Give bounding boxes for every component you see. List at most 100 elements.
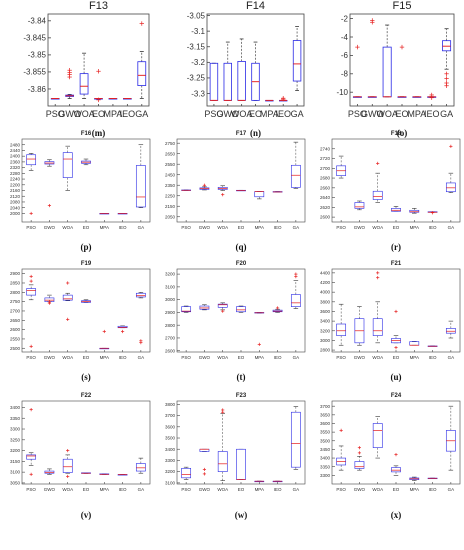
box-pso xyxy=(336,155,347,179)
y-tick-label: 2350 xyxy=(165,183,176,188)
y-tick-label: 3700 xyxy=(320,404,331,409)
iqr-box xyxy=(290,294,301,307)
chart-title: F13 xyxy=(89,0,108,12)
y-tick-label: -4 xyxy=(341,33,349,42)
box-gwo xyxy=(354,306,365,346)
outlier-marker xyxy=(357,446,362,450)
y-tick-label: 3000 xyxy=(165,297,176,302)
iqr-box xyxy=(372,190,383,200)
y-tick-label: -8 xyxy=(341,70,349,79)
box-ieo xyxy=(427,477,438,480)
x-tick-label: PSO xyxy=(336,487,346,492)
outlier-marker xyxy=(139,21,144,26)
box-ga xyxy=(445,144,456,194)
box-gwo xyxy=(354,446,365,471)
x-tick-label: EO xyxy=(393,355,400,360)
y-tick-label: 3400 xyxy=(320,319,331,324)
y-tick-label: 3800 xyxy=(165,402,176,407)
x-tick-label: IEO xyxy=(119,487,127,492)
outlier-marker xyxy=(29,279,33,283)
boxplot-svg: 2000204020802120216022002240228023202360… xyxy=(10,138,151,230)
x-tick-label: GA xyxy=(293,355,300,360)
chart-panel-f17: F17 2050 2150 2250 2350 2450 2550 2650 2750 PSO GW… xyxy=(155,130,309,238)
outlier-marker xyxy=(449,144,453,148)
plot-frame xyxy=(176,268,306,353)
x-tick-label: PSO xyxy=(336,355,346,360)
x-tick-label: MPA xyxy=(407,109,426,119)
y-tick-label: 3050 xyxy=(10,480,21,485)
chart-panel-f14: F14 -3.3 -3.25 -3.2 -3.15 -3.1 -3.05 PSO GWO WOA E… xyxy=(173,0,308,128)
boxplot-svg: -3.86 -3.855 -3.85 -3.845 -3.84 PSOGWOWOAEOMP… xyxy=(23,13,150,119)
y-tick-label: 2640 xyxy=(320,195,331,200)
outlier-marker xyxy=(257,342,261,346)
chart-panel-f23: F23 3100 3200 3300 3400 3500 3600 3700 3800 PSO GW… xyxy=(155,392,309,500)
x-tick-label: IEO xyxy=(120,109,136,119)
y-tick-label: 2900 xyxy=(165,310,176,315)
box-gwo xyxy=(199,448,210,476)
x-tick-label: EO xyxy=(83,487,90,492)
plot-frame xyxy=(331,400,461,485)
x-tick-label: IEO xyxy=(119,225,127,230)
outlier-marker xyxy=(394,453,398,457)
box-pso xyxy=(181,466,192,480)
box-ga xyxy=(290,406,301,470)
box-mpa xyxy=(254,191,265,200)
y-tick-label: 2080 xyxy=(10,200,21,205)
x-tick-label: GA xyxy=(291,109,304,119)
x-tick-label: MPA xyxy=(255,487,264,492)
iqr-box xyxy=(181,467,192,479)
outlier-marker xyxy=(281,96,286,102)
box-ga xyxy=(290,141,301,189)
x-tick-label: PSO xyxy=(181,355,191,360)
outlier-marker xyxy=(429,95,434,100)
subplot-label: (t) xyxy=(236,372,246,382)
outlier-marker xyxy=(444,76,449,81)
chart-title: F17 xyxy=(235,131,247,137)
subplot-label: (o) xyxy=(396,128,408,138)
box-ieo xyxy=(427,211,438,215)
y-tick-label: -3.845 xyxy=(23,34,46,43)
y-tick-label: 2160 xyxy=(10,188,21,193)
x-tick-label: GA xyxy=(440,109,453,119)
box-ieo xyxy=(272,306,283,313)
iqr-box xyxy=(209,62,219,101)
x-tick-label: PSO xyxy=(26,355,36,360)
boxplot-svg: 3050 3100 3150 3200 3250 3300 3350 3400 PSO GWO WO… xyxy=(10,400,151,492)
chart-title: F14 xyxy=(246,0,265,12)
iqr-box xyxy=(372,423,383,448)
box-pso xyxy=(181,189,192,191)
outlier-marker xyxy=(29,274,33,279)
box-gwo xyxy=(44,159,55,208)
y-tick-label: 3000 xyxy=(320,338,331,343)
y-tick-label: 3800 xyxy=(320,299,331,304)
y-tick-label: 2280 xyxy=(10,171,21,176)
box-eo xyxy=(391,309,401,350)
chart-title: F16 xyxy=(80,131,92,137)
y-tick-label: 2200 xyxy=(10,182,21,187)
iqr-box xyxy=(217,187,228,190)
chart-title: F18 xyxy=(390,131,402,137)
iqr-box xyxy=(26,454,37,460)
iqr-box xyxy=(135,165,146,208)
y-tick-label: 2650 xyxy=(165,151,176,156)
y-tick-label: 2500 xyxy=(10,346,21,351)
outlier-marker xyxy=(120,329,125,334)
y-tick-label: 3650 xyxy=(320,412,331,417)
box-eo xyxy=(397,44,407,98)
outlier-marker xyxy=(370,20,375,25)
y-tick-label: 4000 xyxy=(320,290,331,295)
outlier-marker xyxy=(66,474,70,479)
iqr-box xyxy=(44,470,55,474)
box-woa xyxy=(62,281,73,321)
x-tick-label: GA xyxy=(138,487,145,492)
x-tick-label: EO xyxy=(83,225,90,230)
plot-frame xyxy=(176,138,306,223)
y-tick-label: 3350 xyxy=(320,464,331,469)
box-mpa xyxy=(254,480,265,483)
outlier-marker xyxy=(139,339,143,343)
y-tick-label: 2700 xyxy=(320,166,331,171)
box-mpa xyxy=(409,341,420,346)
outlier-marker xyxy=(294,272,298,276)
x-tick-label: IEO xyxy=(275,109,291,119)
x-tick-label: IEO xyxy=(274,487,282,492)
